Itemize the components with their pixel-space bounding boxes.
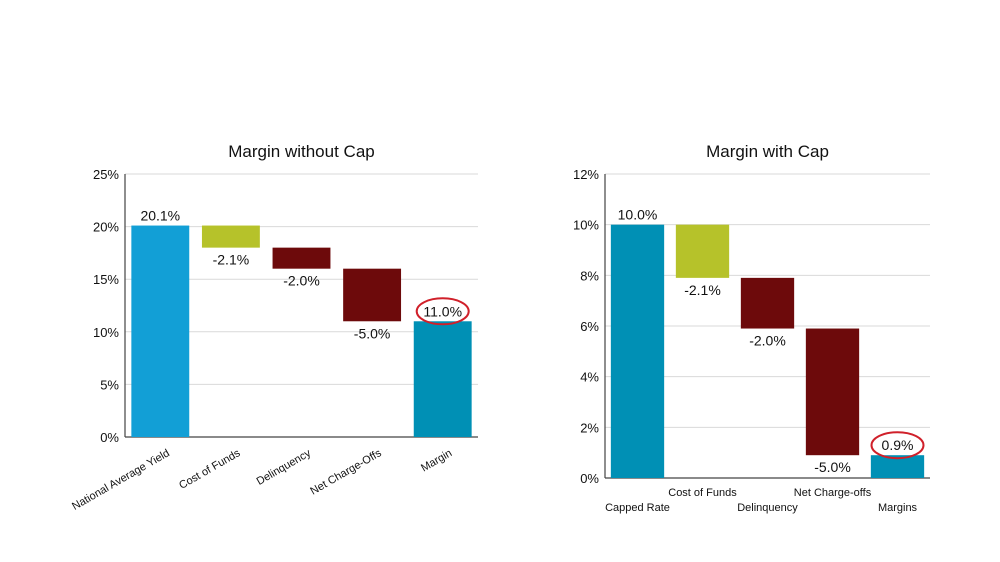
x-tick-label: Net Charge-Offs bbox=[308, 447, 384, 498]
y-tick-label: 8% bbox=[580, 268, 599, 283]
bar-margins bbox=[870, 455, 925, 478]
x-tick-label: Capped Rate bbox=[605, 502, 670, 514]
highlight-circle bbox=[415, 297, 470, 326]
y-tick-label: 4% bbox=[580, 370, 599, 385]
data-label: 20.1% bbox=[140, 208, 180, 224]
data-label: -2.1% bbox=[684, 282, 721, 298]
bar-delinquency bbox=[272, 247, 331, 269]
data-label: -5.0% bbox=[814, 459, 851, 475]
data-label: -2.0% bbox=[283, 273, 320, 289]
bar-net-charge-offs bbox=[343, 268, 402, 322]
y-tick-label: 0% bbox=[100, 430, 119, 445]
bar-delinquency bbox=[740, 277, 795, 329]
chart-title: Margin without Cap bbox=[228, 142, 374, 161]
data-label: 0.9% bbox=[882, 437, 914, 453]
chart-title: Margin with Cap bbox=[706, 142, 829, 161]
y-tick-label: 15% bbox=[93, 272, 119, 287]
bar-national-average-yield bbox=[131, 225, 190, 437]
data-label: 10.0% bbox=[618, 207, 658, 223]
bar-net-charge-offs bbox=[805, 328, 860, 456]
highlight-circle bbox=[870, 431, 925, 460]
y-tick-label: 10% bbox=[93, 325, 119, 340]
chart-2: Margin with Cap 0% 2% 4% 6% 8% 10% 12% 10.0% Capp… bbox=[573, 142, 930, 514]
y-tick-label: 5% bbox=[100, 377, 119, 392]
x-tick-label: Cost of Funds bbox=[668, 487, 737, 499]
y-tick-label: 25% bbox=[93, 167, 119, 182]
data-label: -2.0% bbox=[749, 333, 786, 349]
x-tick-label: National Average Yield bbox=[70, 447, 172, 513]
y-tick-label: 12% bbox=[573, 167, 599, 182]
x-tick-label: Margin bbox=[419, 447, 454, 474]
y-tick-label: 10% bbox=[573, 218, 599, 233]
data-label: 11.0% bbox=[423, 303, 462, 319]
data-label: -2.1% bbox=[213, 252, 250, 268]
x-tick-label: Net Charge-offs bbox=[794, 487, 872, 499]
y-tick-label: 6% bbox=[580, 319, 599, 334]
x-tick-label: Delinquency bbox=[737, 502, 798, 514]
x-tick-label: Margins bbox=[878, 502, 918, 514]
y-tick-label: 20% bbox=[93, 220, 119, 235]
y-tick-label: 0% bbox=[580, 471, 599, 486]
bar-cost-of-funds bbox=[201, 225, 260, 248]
bar-margin bbox=[413, 321, 472, 437]
bar-capped-rate bbox=[610, 224, 665, 478]
bar-cost-of-funds bbox=[675, 224, 730, 278]
data-label: -5.0% bbox=[354, 325, 391, 341]
x-tick-label: Delinquency bbox=[255, 447, 314, 488]
x-tick-label: Cost of Funds bbox=[177, 447, 243, 492]
chart-1: Margin without Cap 0% 5% 10% 15% 20% 25% 20.1% N… bbox=[70, 142, 478, 513]
y-tick-label: 2% bbox=[580, 420, 599, 435]
